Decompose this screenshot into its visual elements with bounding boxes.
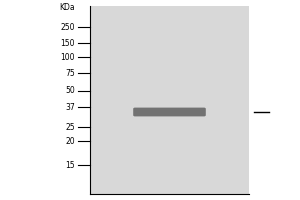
Text: 100: 100 xyxy=(61,52,75,62)
Text: 15: 15 xyxy=(65,160,75,170)
Text: 250: 250 xyxy=(61,22,75,31)
FancyBboxPatch shape xyxy=(133,108,206,116)
Text: 50: 50 xyxy=(65,86,75,95)
Text: 20: 20 xyxy=(65,136,75,146)
Text: 37: 37 xyxy=(65,102,75,112)
Text: 75: 75 xyxy=(65,68,75,77)
Text: 25: 25 xyxy=(65,122,75,132)
Bar xyxy=(90,6,249,194)
Text: KDa: KDa xyxy=(59,3,75,12)
Text: 150: 150 xyxy=(61,38,75,47)
